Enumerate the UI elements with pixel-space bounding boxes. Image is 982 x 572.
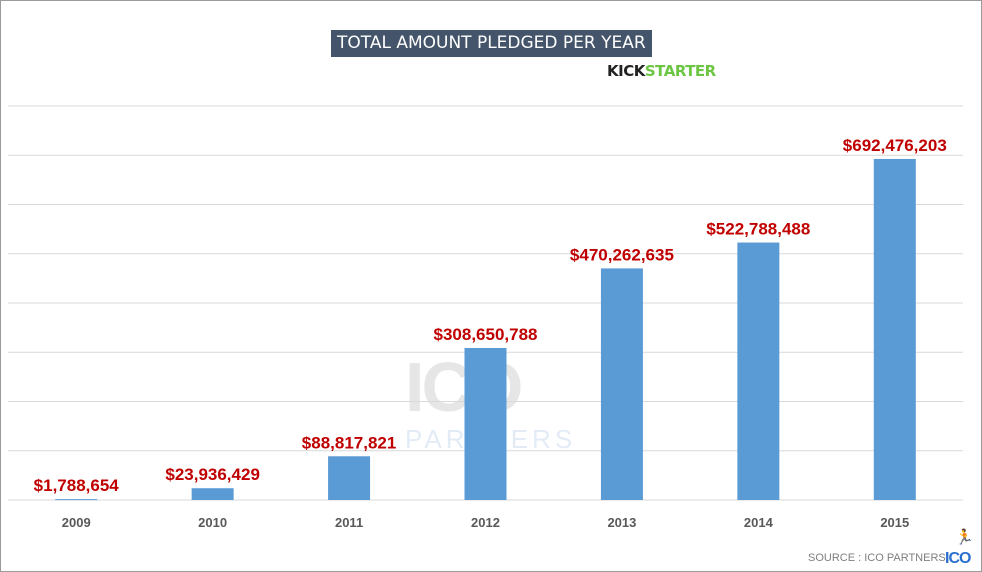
x-tick-label-2012: 2012 [471,515,500,530]
bar-2011 [328,456,371,500]
bar-2013 [600,268,643,500]
data-label-2013: $470,262,635 [570,245,674,264]
x-tick-label-2011: 2011 [335,515,363,530]
x-tick-label-2009: 2009 [62,515,91,530]
data-label-2014: $522,788,488 [706,220,810,239]
ico-logo: ICO [945,550,971,567]
data-label-2011: $88,817,821 [302,433,397,452]
bar-2014 [737,242,780,500]
x-tick-label-2015: 2015 [880,515,909,530]
bar-2009 [55,499,98,501]
bar-2015 [873,158,916,500]
runner-icon: 🏃 [955,529,974,546]
data-label-2009: $1,788,654 [34,476,120,495]
source-note: SOURCE : ICO PARTNERS [808,552,946,564]
data-label-2015: $692,476,203 [843,136,947,155]
bar-2010 [191,488,234,500]
data-label-2012: $308,650,788 [434,325,538,344]
data-label-2010: $23,936,429 [165,465,260,484]
x-tick-label-2010: 2010 [198,515,227,530]
x-tick-label-2014: 2014 [744,515,774,530]
bar-2012 [464,347,507,500]
kickstarter-logo: KICKSTARTER [607,62,716,80]
chart-title: TOTAL AMOUNT PLEDGED PER YEAR [331,30,652,57]
x-tick-label-2013: 2013 [607,515,636,530]
